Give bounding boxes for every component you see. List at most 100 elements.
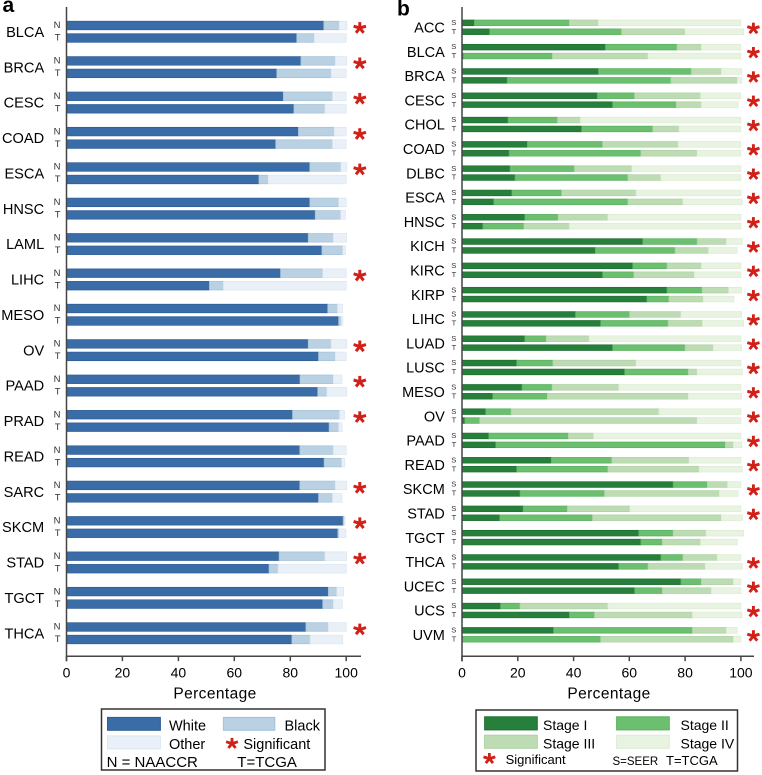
svg-text:T: T (452, 489, 457, 498)
svg-text:TGCT: TGCT (405, 531, 445, 547)
svg-text:N: N (54, 20, 61, 31)
svg-text:Stage I: Stage I (543, 717, 587, 733)
svg-text:T=TCGA: T=TCGA (237, 754, 297, 771)
svg-text:T: T (55, 528, 61, 539)
svg-text:T: T (452, 634, 457, 643)
svg-text:T: T (55, 33, 61, 44)
svg-text:MESO: MESO (402, 385, 445, 401)
svg-text:UVM: UVM (413, 628, 445, 644)
svg-text:T: T (55, 387, 61, 398)
svg-text:COAD: COAD (403, 142, 445, 158)
svg-text:Percentage: Percentage (173, 686, 256, 703)
svg-text:PAAD: PAAD (6, 379, 45, 395)
svg-text:T: T (55, 316, 61, 327)
svg-text:T: T (452, 367, 457, 376)
svg-text:T: T (452, 75, 457, 84)
svg-text:N: N (54, 480, 61, 491)
svg-text:T: T (55, 104, 61, 115)
svg-text:100: 100 (729, 665, 753, 681)
svg-text:S: S (451, 164, 456, 173)
svg-text:Black: Black (285, 718, 321, 734)
svg-text:40: 40 (171, 665, 187, 681)
svg-text:LIHC: LIHC (11, 273, 44, 289)
svg-text:T: T (452, 513, 457, 522)
svg-text:UCEC: UCEC (404, 579, 445, 595)
svg-text:a: a (3, 0, 15, 17)
svg-text:S: S (451, 334, 456, 343)
svg-text:T: T (452, 343, 457, 352)
svg-text:Percentage: Percentage (567, 686, 650, 703)
svg-text:READ: READ (405, 458, 445, 474)
svg-text:S: S (451, 310, 456, 319)
svg-text:T: T (452, 319, 457, 328)
svg-text:S: S (451, 601, 456, 610)
svg-text:N: N (54, 445, 61, 456)
svg-text:STAD: STAD (6, 556, 44, 572)
svg-text:Other: Other (169, 737, 205, 753)
svg-text:LUSC: LUSC (406, 361, 445, 377)
svg-text:PRAD: PRAD (4, 414, 45, 430)
svg-text:T=TCGA: T=TCGA (666, 753, 718, 768)
svg-text:BLCA: BLCA (407, 45, 445, 61)
svg-text:SKCM: SKCM (2, 520, 44, 536)
svg-text:TGCT: TGCT (4, 591, 44, 607)
svg-text:T: T (452, 124, 457, 133)
svg-text:T: T (452, 148, 457, 157)
svg-text:S: S (451, 455, 456, 464)
svg-text:DLBC: DLBC (406, 166, 445, 182)
svg-text:T: T (55, 210, 61, 221)
svg-text:S: S (451, 504, 456, 513)
svg-text:T: T (452, 610, 457, 619)
svg-text:ESCA: ESCA (4, 166, 44, 182)
svg-text:White: White (169, 718, 206, 734)
svg-text:S: S (451, 285, 456, 294)
svg-text:b: b (397, 0, 410, 21)
svg-text:Stage III: Stage III (543, 735, 595, 751)
svg-text:CESC: CESC (4, 96, 45, 112)
svg-text:S: S (451, 480, 456, 489)
svg-text:T: T (55, 351, 61, 362)
svg-text:N: N (54, 516, 61, 527)
svg-text:SARC: SARC (4, 485, 45, 501)
svg-text:T: T (452, 27, 457, 36)
svg-text:Stage IV: Stage IV (681, 735, 735, 751)
svg-text:S: S (451, 212, 456, 221)
svg-text:N = NAACCR: N = NAACCR (107, 754, 198, 771)
svg-text:0: 0 (63, 665, 71, 681)
svg-text:N: N (54, 409, 61, 420)
svg-text:T: T (452, 586, 457, 595)
svg-text:CHOL: CHOL (405, 118, 445, 134)
svg-text:CESC: CESC (405, 93, 445, 109)
svg-text:S: S (451, 115, 456, 124)
svg-text:20: 20 (510, 665, 526, 681)
svg-text:N: N (54, 126, 61, 137)
svg-text:T: T (452, 246, 457, 255)
svg-text:T: T (55, 599, 61, 610)
svg-text:STAD: STAD (407, 507, 445, 523)
svg-text:T: T (55, 139, 61, 150)
svg-text:60: 60 (227, 665, 243, 681)
svg-text:BRCA: BRCA (405, 69, 446, 85)
svg-text:N: N (54, 374, 61, 385)
svg-text:80: 80 (283, 665, 299, 681)
svg-text:KIRP: KIRP (411, 288, 445, 304)
svg-text:UCS: UCS (414, 604, 445, 620)
svg-text:T: T (55, 174, 61, 185)
svg-text:S: S (451, 139, 456, 148)
svg-text:LAML: LAML (6, 237, 44, 253)
svg-text:T: T (55, 457, 61, 468)
svg-text:HNSC: HNSC (404, 215, 445, 231)
svg-text:S: S (451, 407, 456, 416)
svg-text:N: N (54, 339, 61, 350)
svg-text:T: T (55, 245, 61, 256)
svg-text:N: N (54, 622, 61, 633)
svg-text:S: S (451, 528, 456, 537)
svg-text:T: T (55, 493, 61, 504)
svg-text:COAD: COAD (2, 131, 44, 147)
svg-text:80: 80 (677, 665, 693, 681)
svg-text:OV: OV (23, 343, 44, 359)
svg-text:T: T (55, 634, 61, 645)
svg-text:N: N (54, 551, 61, 562)
svg-text:KIRC: KIRC (410, 264, 445, 280)
svg-text:N: N (54, 56, 61, 67)
